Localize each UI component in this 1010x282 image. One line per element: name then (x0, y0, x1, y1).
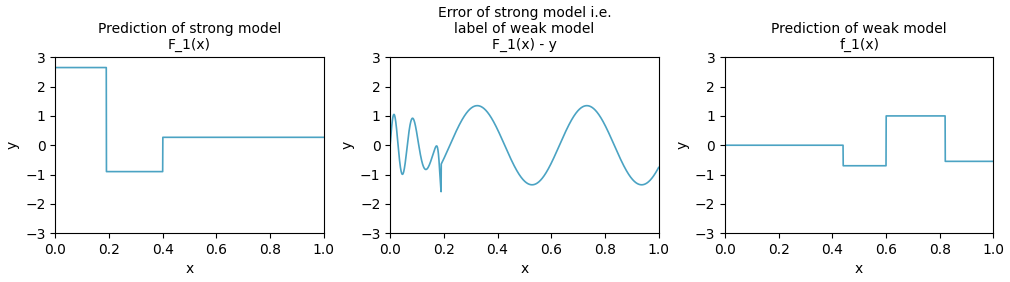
X-axis label: x: x (186, 263, 194, 276)
X-axis label: x: x (855, 263, 864, 276)
Y-axis label: y: y (340, 141, 355, 149)
Title: Prediction of strong model
F_1(x): Prediction of strong model F_1(x) (98, 22, 281, 52)
Y-axis label: y: y (6, 141, 19, 149)
Title: Error of strong model i.e.
label of weak model
F_1(x) - y: Error of strong model i.e. label of weak… (437, 6, 611, 52)
Title: Prediction of weak model
f_1(x): Prediction of weak model f_1(x) (772, 22, 947, 52)
X-axis label: x: x (520, 263, 528, 276)
Y-axis label: y: y (676, 141, 689, 149)
